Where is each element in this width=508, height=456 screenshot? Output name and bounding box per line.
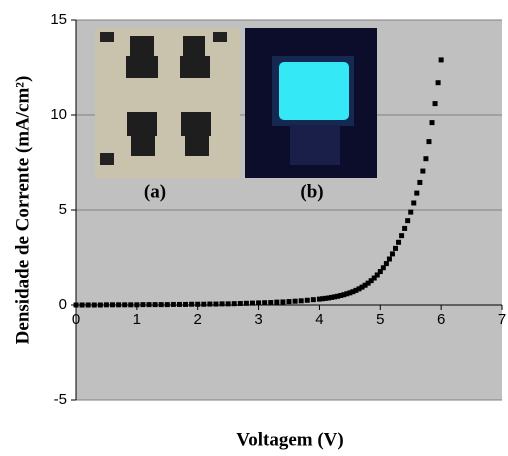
- x-tick-label: 1: [133, 311, 141, 328]
- marker: [244, 301, 249, 306]
- marker: [201, 302, 206, 307]
- x-tick-label: 6: [437, 311, 445, 328]
- marker: [153, 302, 158, 307]
- marker: [436, 80, 441, 85]
- marker: [165, 302, 170, 307]
- marker: [417, 180, 422, 185]
- marker: [250, 301, 255, 306]
- marker: [122, 302, 127, 307]
- pad: [127, 112, 157, 136]
- marker: [387, 257, 392, 262]
- marker: [280, 299, 285, 304]
- marker: [293, 299, 298, 304]
- marker: [80, 303, 85, 308]
- marker: [439, 57, 444, 62]
- marker: [423, 156, 428, 161]
- marker: [414, 191, 419, 196]
- marker: [274, 300, 279, 305]
- marker: [430, 120, 435, 125]
- marker: [207, 302, 212, 307]
- marker: [396, 240, 401, 245]
- page: (a) (b) Voltagem (V) Densidade de Corren…: [0, 0, 508, 456]
- marker: [420, 169, 425, 174]
- marker: [411, 200, 416, 205]
- marker: [390, 251, 395, 256]
- pad: [131, 134, 155, 156]
- marker: [140, 302, 145, 307]
- marker: [189, 302, 194, 307]
- marker: [104, 302, 109, 307]
- y-tick-label: -5: [54, 391, 67, 408]
- marker: [232, 301, 237, 306]
- marker: [183, 302, 188, 307]
- marker: [147, 302, 152, 307]
- pad: [130, 36, 154, 58]
- inset-b: [245, 28, 377, 178]
- marker: [92, 303, 97, 308]
- pad: [181, 112, 211, 136]
- y-tick-label: 5: [59, 201, 67, 218]
- marker: [238, 301, 243, 306]
- marker: [74, 303, 79, 308]
- pad: [100, 153, 114, 165]
- x-tick-label: 2: [194, 311, 202, 328]
- photo-a: [95, 28, 240, 178]
- marker: [220, 301, 225, 306]
- y-tick-label: 10: [50, 106, 67, 123]
- marker: [399, 233, 404, 238]
- marker: [116, 302, 121, 307]
- marker: [287, 299, 292, 304]
- marker: [226, 301, 231, 306]
- marker: [305, 298, 310, 303]
- marker: [402, 226, 407, 231]
- marker: [384, 261, 389, 266]
- pad: [126, 56, 158, 78]
- reflection: [290, 125, 340, 165]
- x-axis-title: Voltagem (V): [236, 429, 343, 450]
- y-tick-label: 15: [50, 11, 67, 28]
- x-tick-label: 7: [498, 311, 506, 328]
- marker: [128, 302, 133, 307]
- marker: [393, 246, 398, 251]
- marker: [405, 218, 410, 223]
- x-tick-label: 5: [376, 311, 384, 328]
- marker: [408, 210, 413, 215]
- marker: [159, 302, 164, 307]
- y-axis-title: Densidade de Corrente (mA/cm²): [12, 76, 33, 345]
- pad: [213, 32, 227, 42]
- marker: [311, 297, 316, 302]
- x-tick-label: 4: [315, 311, 323, 328]
- marker: [171, 302, 176, 307]
- pad: [100, 32, 114, 42]
- marker: [262, 300, 267, 305]
- marker: [213, 302, 218, 307]
- marker: [195, 302, 200, 307]
- inset-a: [95, 28, 240, 178]
- marker: [433, 101, 438, 106]
- marker: [256, 300, 261, 305]
- marker: [177, 302, 182, 307]
- pad: [183, 36, 205, 58]
- marker: [98, 303, 103, 308]
- marker: [86, 303, 91, 308]
- chart: (a) (b) Voltagem (V) Densidade de Corren…: [0, 0, 508, 456]
- pad: [180, 56, 210, 78]
- marker: [268, 300, 273, 305]
- marker: [134, 302, 139, 307]
- annotation: (b): [300, 181, 323, 202]
- x-tick-label: 3: [254, 311, 262, 328]
- y-tick-label: 0: [59, 296, 67, 313]
- marker: [426, 139, 431, 144]
- emission: [279, 62, 349, 120]
- marker: [299, 298, 304, 303]
- marker: [110, 302, 115, 307]
- pad: [185, 134, 209, 156]
- annotation: (a): [144, 181, 166, 202]
